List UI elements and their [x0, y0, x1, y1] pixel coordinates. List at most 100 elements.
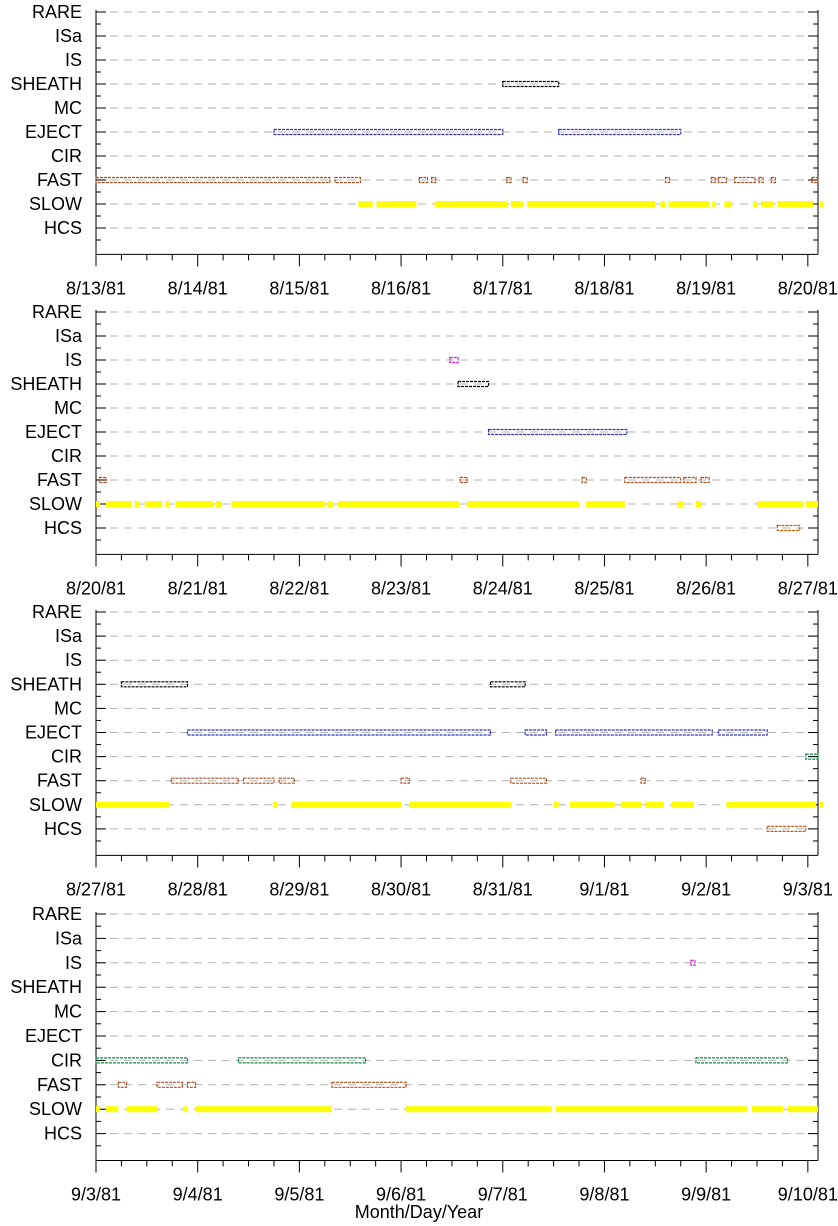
- slow-bar: [327, 501, 333, 507]
- category-label: EJECT: [25, 122, 82, 142]
- category-label: HCS: [44, 819, 82, 839]
- fast-interval: [811, 176, 819, 184]
- eject-interval: [555, 729, 713, 736]
- fast-interval: [242, 777, 275, 784]
- panel-3: RARE ISa IS SHEATH MC EJECT CIR FAST SLOW HCS 8/27…: [10, 602, 833, 899]
- category-label: SLOW: [29, 494, 82, 514]
- slow-bar: [165, 501, 170, 507]
- slow-bar: [272, 801, 278, 808]
- x-tick-label: 8/27/81: [66, 879, 126, 899]
- slow-bar: [671, 801, 694, 808]
- slow-bar: [586, 501, 625, 507]
- fast-interval: [506, 176, 512, 184]
- category-label: EJECT: [25, 422, 82, 442]
- slow-bar: [195, 1106, 332, 1113]
- category-label: IS: [65, 650, 82, 670]
- slow-bar: [645, 801, 664, 808]
- category-label: ISa: [55, 928, 83, 948]
- x-tick-label: 9/10/81: [778, 1184, 838, 1204]
- slow-bar: [726, 801, 816, 808]
- slow-bar: [291, 801, 402, 808]
- category-label: MC: [54, 698, 82, 718]
- category-label: CIR: [51, 446, 82, 466]
- category-label: IS: [65, 50, 82, 70]
- fast-interval: [522, 176, 528, 184]
- slow-bar: [96, 501, 101, 507]
- category-label: FAST: [37, 170, 82, 190]
- category-label: SHEATH: [10, 674, 82, 694]
- x-tick-label: 8/22/81: [269, 578, 329, 598]
- x-tick-label: 8/26/81: [676, 578, 736, 598]
- x-tick-label: 8/14/81: [168, 278, 228, 298]
- eject-interval: [558, 128, 682, 136]
- category-label: CIR: [51, 146, 82, 166]
- category-label: EJECT: [25, 723, 82, 743]
- fast-interval: [758, 176, 764, 184]
- slow-bar: [338, 501, 460, 507]
- fast-interval: [186, 1081, 197, 1088]
- slow-bar: [660, 201, 666, 207]
- fast-interval: [117, 1081, 128, 1088]
- category-label: MC: [54, 398, 82, 418]
- fast-interval: [418, 176, 429, 184]
- x-tick-label: 8/23/81: [371, 578, 431, 598]
- fast-interval: [156, 1081, 184, 1088]
- is-interval: [690, 959, 696, 966]
- slow-bar: [215, 501, 222, 507]
- x-tick-label: 9/4/81: [173, 1184, 223, 1204]
- category-label: CIR: [51, 1050, 82, 1070]
- eject-interval: [524, 729, 548, 736]
- fast-interval: [717, 176, 728, 184]
- x-tick-label: 8/29/81: [269, 879, 329, 899]
- slow-bar: [134, 501, 140, 507]
- slow-bar: [527, 201, 656, 207]
- x-tick-label: 9/7/81: [478, 1184, 528, 1204]
- panel-1: RARE ISa IS SHEATH MC EJECT CIR FAST SLOW HCS 8/13…: [10, 2, 838, 298]
- x-tick-label: 8/16/81: [371, 278, 431, 298]
- category-label: ISa: [55, 326, 83, 346]
- fast-interval: [624, 476, 682, 484]
- slow-bar: [820, 801, 824, 808]
- category-label: FAST: [37, 1075, 82, 1095]
- slow-bar: [434, 201, 508, 207]
- x-tick-label: 9/1/81: [579, 879, 629, 899]
- category-label: HCS: [44, 518, 82, 538]
- fast-interval: [430, 176, 437, 184]
- x-tick-label: 8/18/81: [574, 278, 634, 298]
- x-tick-label: 8/24/81: [473, 578, 533, 598]
- is-interval: [449, 356, 459, 364]
- category-label: RARE: [32, 904, 82, 924]
- cir-interval: [95, 1057, 189, 1064]
- category-label: EJECT: [25, 1026, 82, 1046]
- sheath-interval: [502, 80, 560, 88]
- x-axis-title: Month/Day/Year: [354, 1202, 484, 1222]
- cir-interval: [805, 753, 819, 760]
- category-label: RARE: [32, 302, 82, 322]
- slow-bar: [695, 501, 702, 507]
- category-label: SHEATH: [10, 374, 82, 394]
- fast-interval: [683, 476, 697, 484]
- x-tick-label: 8/15/81: [269, 278, 329, 298]
- slow-bar: [805, 501, 818, 507]
- fast-interval: [400, 777, 410, 784]
- sheath-interval: [457, 380, 490, 388]
- slow-bar: [183, 1106, 188, 1113]
- slow-bar: [175, 501, 213, 507]
- slow-bar: [761, 201, 774, 207]
- category-label: SLOW: [29, 1099, 82, 1119]
- category-label: IS: [65, 953, 82, 973]
- x-tick-label: 9/3/81: [71, 1184, 121, 1204]
- slow-bar: [777, 201, 813, 207]
- slow-bar: [712, 201, 716, 207]
- eject-interval: [487, 428, 628, 436]
- category-label: ISa: [55, 26, 83, 46]
- fast-interval: [640, 777, 646, 784]
- slow-bar: [96, 1106, 101, 1113]
- x-tick-label: 9/2/81: [681, 879, 731, 899]
- slow-bar: [126, 1106, 158, 1113]
- slow-bar: [96, 801, 170, 808]
- category-label: RARE: [32, 602, 82, 622]
- x-tick-label: 8/17/81: [473, 278, 533, 298]
- x-tick-label: 9/8/81: [579, 1184, 629, 1204]
